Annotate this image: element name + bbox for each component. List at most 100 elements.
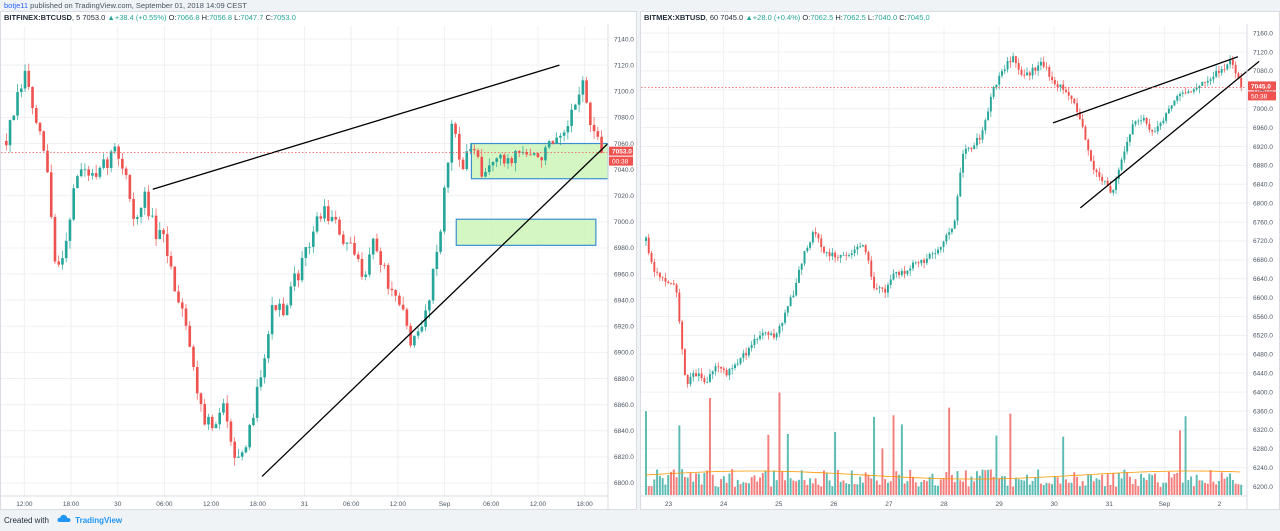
high-left: 7056.8: [209, 13, 233, 22]
candle-body: [338, 219, 341, 235]
candle-body: [282, 303, 285, 316]
volume-bar: [1090, 474, 1092, 495]
candle-body: [809, 242, 812, 248]
candle-body: [1048, 67, 1051, 77]
volume-bar: [956, 471, 959, 495]
candle-body: [884, 288, 887, 293]
candle-body: [53, 216, 57, 262]
candlestick-chart-left[interactable]: 6800.0 6820.0 6840.0 6860.0 6880.0 6900.0 6920…: [1, 24, 636, 510]
candle-body: [547, 141, 551, 148]
y-tick-label: 6240.0: [1253, 465, 1273, 472]
volume-bar: [1003, 476, 1006, 495]
candle-body: [147, 191, 150, 217]
volume-bar: [1117, 472, 1120, 495]
candle-body: [1220, 69, 1223, 73]
volume-bar: [934, 485, 937, 495]
candle-body: [49, 172, 53, 217]
tradingview-link[interactable]: TradingView: [75, 516, 123, 525]
volume-bar: [683, 476, 686, 495]
candle-body: [188, 325, 192, 347]
volume-bar: [703, 472, 706, 495]
support-zone: [455, 218, 597, 246]
candle-body: [240, 452, 244, 457]
candle-body: [889, 279, 892, 285]
volume-bar: [859, 476, 862, 495]
candle-body: [1215, 70, 1218, 77]
volume-bar: [650, 486, 653, 495]
candle-body: [128, 175, 132, 199]
trendline: [261, 143, 609, 477]
candle-body: [1142, 117, 1145, 121]
author-link[interactable]: botje11: [4, 1, 29, 10]
x-tick-label: 30: [1051, 501, 1059, 508]
volume-bar: [1020, 479, 1023, 495]
symbol-right[interactable]: BITMEX:XBTUSD: [644, 13, 706, 22]
volume-bar: [809, 478, 812, 495]
candle-body: [574, 104, 577, 110]
candle-body: [252, 417, 255, 426]
volume-bar: [820, 486, 823, 495]
volume-bar: [839, 481, 842, 495]
candle-body: [1112, 189, 1115, 193]
candle-body: [645, 237, 647, 241]
candle-body: [1106, 180, 1109, 186]
candle-body: [1076, 103, 1079, 112]
y-tick-label: 6800.0: [614, 480, 634, 487]
candle-body: [551, 141, 555, 144]
volume-bar: [1056, 477, 1059, 495]
volume-bar: [884, 479, 887, 495]
volume-bar: [778, 392, 781, 495]
volume-bar: [745, 482, 748, 495]
volume-bar: [1198, 480, 1201, 495]
candle-body: [867, 252, 870, 261]
candle-body: [274, 305, 278, 310]
y-tick-label: 6640.0: [1253, 276, 1273, 283]
volume-bar: [1181, 482, 1184, 495]
volume-bar: [795, 481, 798, 495]
y-tick-label: 6440.0: [1253, 370, 1273, 377]
volume-bar: [964, 470, 967, 495]
candle-body: [831, 252, 834, 257]
candle-body: [398, 295, 401, 305]
volume-bar: [953, 482, 956, 495]
volume-bar: [967, 486, 970, 495]
volume-bar: [1115, 486, 1118, 495]
volume-bar: [1201, 480, 1204, 495]
candle-body: [959, 172, 962, 197]
candle-body: [113, 146, 117, 152]
candlestick-chart-right[interactable]: 6200.0 6240.0 6280.0 6320.0 6360.0 6400.0 6440…: [641, 24, 1279, 510]
candle-body: [1117, 169, 1120, 179]
candle-body: [1073, 98, 1076, 104]
candle-body: [34, 108, 38, 123]
volume-bar: [797, 479, 800, 495]
candle-body: [853, 249, 856, 254]
candle-body: [789, 297, 792, 307]
volume-bar: [856, 484, 859, 495]
volume-bar: [906, 481, 909, 495]
y-tick-label: 7040.0: [614, 167, 634, 174]
candle-body: [898, 271, 901, 276]
candle-body: [1156, 126, 1159, 132]
candle-body: [285, 305, 289, 316]
candle-body: [689, 376, 692, 384]
chart-pane-right[interactable]: BITMEX:XBTUSD, 60 7045.0 ▲+28.0 (+0.4%) …: [640, 11, 1280, 510]
candle-body: [697, 373, 700, 377]
symbol-left[interactable]: BITFINEX:BTCUSD: [4, 13, 72, 22]
candle-body: [106, 159, 109, 168]
candle-body: [650, 253, 653, 263]
candle-body: [1101, 176, 1104, 182]
volume-bar: [1217, 481, 1220, 495]
volume-bar: [714, 486, 717, 495]
volume-bar: [1092, 481, 1095, 495]
volume-bar: [1042, 484, 1045, 495]
candle-body: [850, 253, 853, 256]
volume-bar: [842, 480, 845, 495]
change-left: ▲+38.4 (+0.55%): [107, 13, 167, 22]
y-tick-label: 6760.0: [1253, 219, 1273, 226]
candle-body: [909, 268, 912, 271]
volume-bar: [942, 478, 945, 495]
candle-body: [1137, 120, 1140, 122]
candle-body: [886, 284, 889, 293]
volume-ma-line: [644, 470, 1241, 480]
chart-pane-left[interactable]: BITFINEX:BTCUSD, 5 7053.0 ▲+38.4 (+0.55%…: [0, 11, 637, 510]
